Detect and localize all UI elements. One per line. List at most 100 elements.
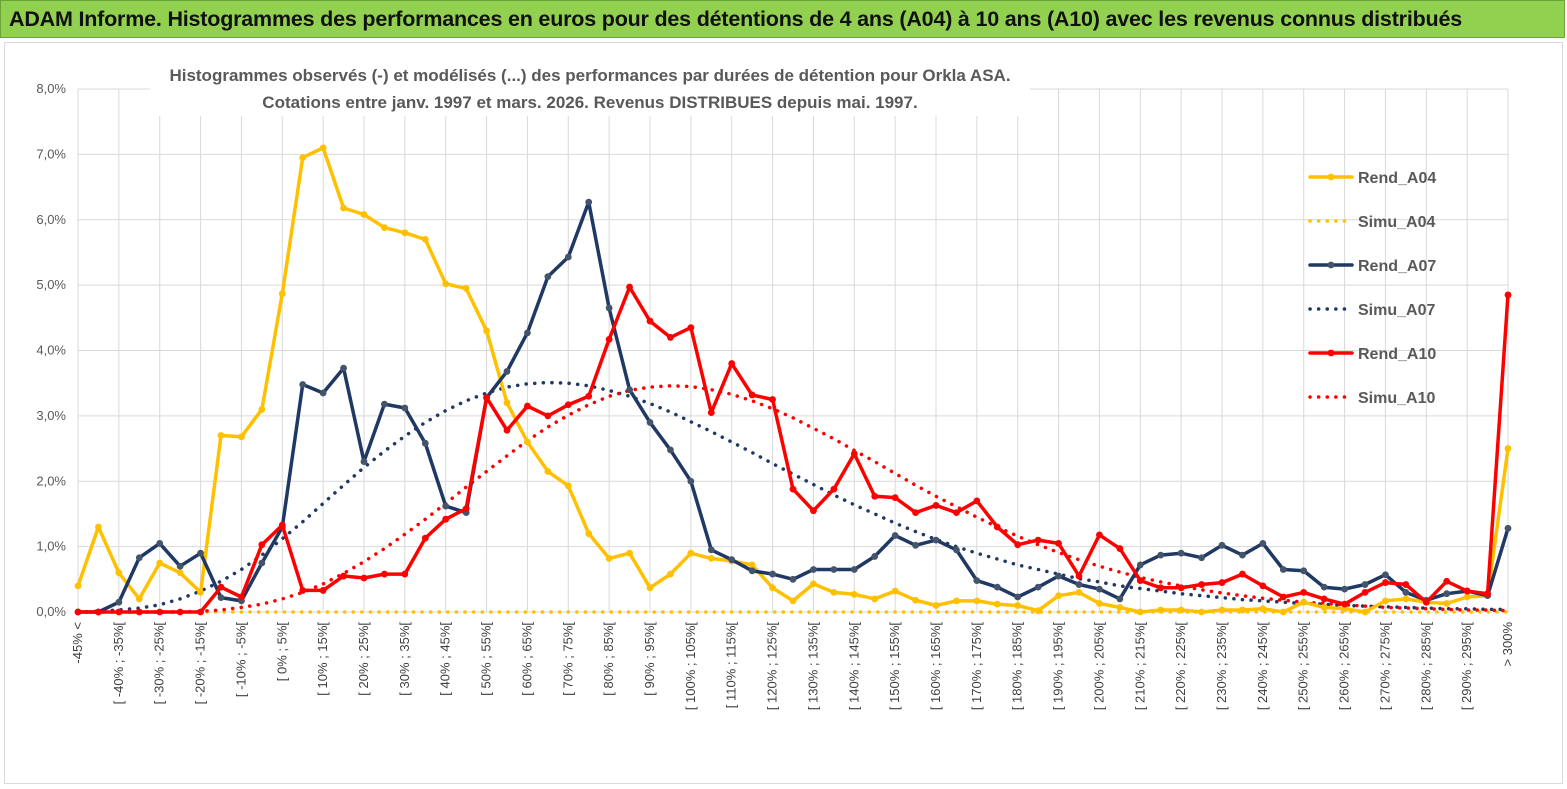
y-tick-label: 6,0%	[36, 212, 66, 227]
data-point	[1320, 583, 1328, 591]
data-point	[789, 575, 797, 583]
data-point	[789, 485, 797, 493]
data-point	[401, 404, 409, 412]
data-point	[626, 549, 633, 557]
x-tick-label: [ 280% ; 285%[	[1418, 622, 1433, 711]
data-point	[1014, 593, 1022, 601]
data-point	[1157, 551, 1165, 559]
data-point	[156, 539, 164, 547]
data-point	[1096, 600, 1103, 607]
data-point	[1136, 577, 1144, 585]
data-point	[1361, 588, 1369, 596]
data-point	[544, 412, 552, 420]
legend: Rend_A04 Simu_A04 Rend_A07 Simu_A07 Rend_A10…	[1308, 170, 1436, 407]
x-tick-label: [ 180% ; 185%[	[1010, 622, 1025, 711]
chart-title-line1: Histogrammes observés (-) et modélisés (…	[169, 66, 1010, 85]
data-point	[1177, 606, 1185, 614]
data-point	[1320, 595, 1328, 603]
data-point	[585, 530, 593, 537]
legend-label: Rend_A07	[1358, 258, 1436, 275]
data-point	[1443, 590, 1451, 598]
data-point	[524, 438, 531, 446]
data-point	[360, 211, 368, 218]
x-tick-label: [ -40% ; -35%[	[111, 622, 126, 705]
x-axis-ticks: -45% < [ -40% ; -35%[[ -30% ; -25%[[ -20%…	[70, 622, 1515, 711]
data-point	[442, 515, 450, 523]
data-point	[605, 554, 613, 562]
series-simu-a10	[76, 384, 1510, 614]
data-point	[135, 554, 143, 562]
x-tick-label: [ 20% ; 25%[	[356, 622, 371, 696]
data-point	[912, 596, 919, 604]
data-point	[483, 394, 490, 401]
x-tick-label: [ 130% ; 135%[	[805, 622, 820, 711]
data-point	[217, 583, 225, 591]
x-tick-label: [ 80% ; 85%[	[601, 622, 616, 696]
y-tick-label: 4,0%	[36, 343, 66, 358]
data-point	[442, 502, 450, 510]
data-point	[1218, 579, 1226, 586]
data-point	[605, 335, 613, 343]
x-tick-label: [ 240% ; 245%[	[1255, 622, 1270, 711]
data-point	[1034, 583, 1042, 591]
data-point	[830, 588, 838, 596]
data-point	[1055, 539, 1062, 547]
data-point	[687, 324, 695, 332]
x-tick-label: [ 140% ; 145%[	[846, 622, 861, 711]
data-point	[810, 580, 817, 588]
legend-item-simu-a04: Simu_A04	[1308, 214, 1435, 231]
data-point	[421, 235, 429, 243]
series-line	[76, 384, 1510, 614]
x-tick-label: [ 160% ; 165%[	[928, 622, 943, 711]
data-point	[299, 587, 307, 594]
data-point	[1341, 600, 1348, 608]
x-tick-label: > 300%	[1500, 622, 1515, 667]
data-point	[1096, 585, 1103, 593]
data-point	[1300, 567, 1308, 575]
data-point	[217, 432, 225, 439]
data-point	[1463, 593, 1471, 601]
data-point	[932, 602, 940, 609]
data-point	[748, 567, 756, 575]
data-point	[564, 253, 572, 261]
data-point	[319, 389, 327, 397]
data-point	[1055, 592, 1062, 600]
legend-marker	[1327, 261, 1335, 269]
x-tick-label: [ 10% ; 15%[	[315, 622, 330, 696]
data-point	[564, 482, 572, 490]
data-point	[258, 559, 266, 567]
data-point	[850, 450, 858, 458]
data-point	[1116, 545, 1124, 552]
data-point	[1136, 561, 1144, 569]
data-point	[953, 509, 960, 517]
data-point	[115, 608, 123, 616]
data-point	[830, 566, 838, 573]
data-point	[646, 584, 654, 592]
data-point	[544, 468, 552, 475]
data-point	[1198, 554, 1205, 562]
data-point	[585, 198, 593, 206]
data-point	[769, 570, 776, 578]
data-point	[810, 507, 817, 515]
chart-title-background	[150, 58, 1030, 116]
data-point	[667, 334, 674, 341]
data-point	[1116, 604, 1124, 611]
data-point	[830, 485, 838, 493]
data-point	[1177, 549, 1185, 557]
x-tick-label: [ 220% ; 225%[	[1173, 622, 1188, 711]
data-point	[993, 583, 1001, 591]
data-point	[176, 569, 184, 577]
data-point	[1382, 571, 1389, 579]
data-point	[1075, 581, 1083, 588]
data-point	[1259, 539, 1267, 547]
data-point	[381, 400, 388, 408]
x-tick-label: -45% <	[70, 622, 85, 664]
data-point	[319, 587, 327, 594]
data-point	[1320, 604, 1328, 611]
data-point	[871, 492, 879, 500]
data-point	[707, 409, 715, 417]
data-point	[871, 553, 879, 560]
x-tick-label: [ 100% ; 105%[	[683, 622, 698, 711]
data-point	[401, 570, 409, 578]
data-point	[381, 224, 388, 231]
